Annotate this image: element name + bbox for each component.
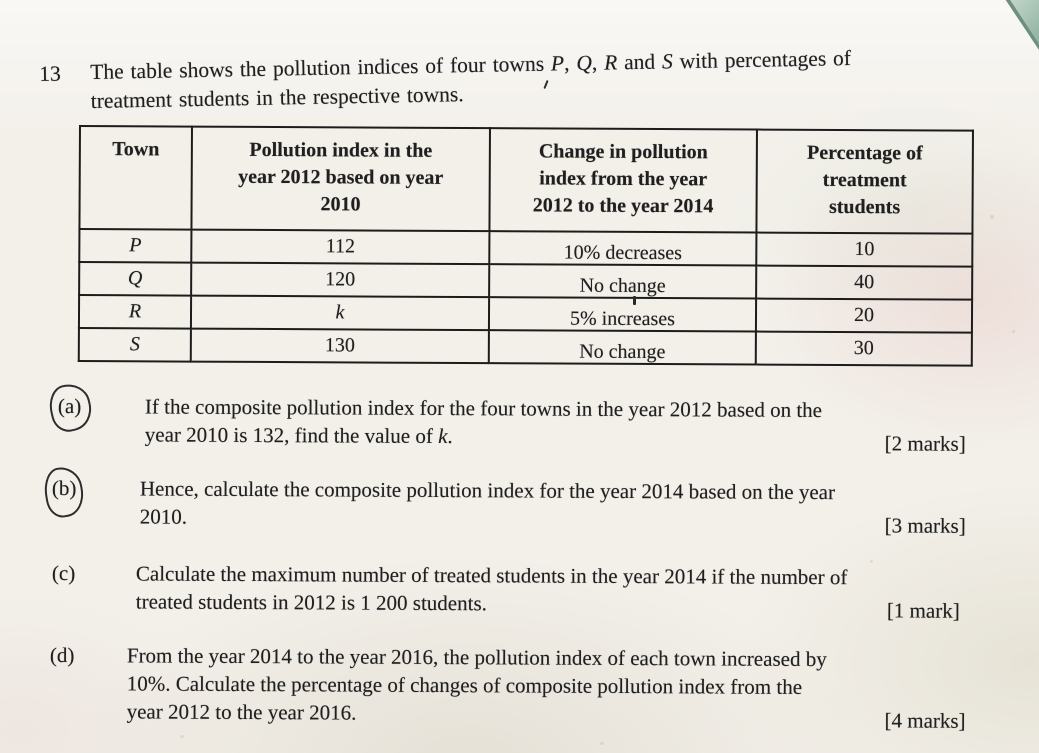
marks-b: [3 marks] [884, 513, 966, 538]
part-text-line: From the year 2014 to the year 2016, the… [126, 643, 827, 672]
scan-speckle [600, 742, 604, 745]
header-line: year 2012 based on year [238, 165, 444, 189]
part-a-text: If the composite pollution index for the… [145, 392, 966, 452]
part-d-label: (d) [50, 641, 75, 669]
pen-tick-mark [633, 296, 636, 305]
town-cell: S [78, 328, 191, 362]
header-change: Change in pollution index from the year … [489, 128, 757, 233]
header-line: Town [112, 138, 160, 161]
header-line: index from the year [539, 167, 708, 191]
header-line: 2012 to the year 2014 [532, 194, 714, 218]
question-intro: 13 The table shows the pollution indices… [39, 42, 971, 116]
pollution-table: Town Pollution index in the year 2012 ba… [78, 125, 974, 367]
change-cell: No change [488, 330, 756, 365]
scan-speckle [870, 560, 873, 563]
header-line: Percentage of [806, 141, 923, 165]
part-text-line: year 2010 is 132, find the value of k. [144, 422, 453, 449]
index-cell: 112 [191, 229, 490, 265]
scan-speckle [180, 735, 184, 738]
part-d-text: From the year 2014 to the year 2016, the… [127, 641, 966, 729]
part-c-label: (c) [52, 559, 75, 587]
marks-d: [4 marks] [884, 708, 966, 733]
part-label-text: (b) [51, 475, 77, 501]
header-line: treatment [822, 168, 907, 192]
part-label-text: (c) [51, 561, 76, 586]
index-cell: 130 [190, 328, 489, 364]
index-cell: 120 [191, 262, 490, 298]
part-text-line: If the composite pollution index for the… [144, 394, 823, 423]
table-row: S 130 No change 30 [78, 328, 972, 366]
change-value: No change [579, 340, 666, 364]
change-value: 10% decreases [563, 241, 683, 265]
percentage-cell: 10 [756, 232, 973, 267]
part-b-label: (b) [40, 464, 87, 520]
percentage-cell: 30 [755, 331, 972, 366]
town-cell: R [78, 295, 192, 329]
header-line: students [828, 195, 901, 219]
change-cell: 5% increases [488, 297, 757, 332]
table-row: P 112 10% decreases 10 [79, 229, 973, 267]
question-part-c: (c) Calculate the maximum number of trea… [52, 559, 960, 623]
change-cell: No change [489, 264, 757, 299]
part-a-label: (a) [44, 379, 96, 436]
part-text-line: 2010. [139, 504, 188, 529]
change-value: 5% increases [569, 307, 676, 331]
marks-a: [2 marks] [884, 431, 966, 456]
part-label-text: (a) [57, 393, 82, 419]
part-label-text: (d) [49, 643, 75, 668]
table-header-row: Town Pollution index in the year 2012 ba… [79, 126, 973, 234]
change-cell: 10% decreases [489, 231, 757, 266]
table-row: R k 5% increases 20 [78, 295, 973, 333]
header-line: Pollution index in the [249, 138, 433, 162]
town-cell: Q [79, 262, 192, 296]
header-line: 2010 [320, 193, 361, 216]
header-town: Town [79, 126, 192, 230]
part-text-line: Hence, calculate the composite pollution… [139, 476, 836, 505]
part-text-line: treated students in 2012 is 1 200 studen… [135, 589, 487, 616]
scan-speckle [1012, 330, 1015, 333]
header-pollution-index: Pollution index in the year 2012 based o… [191, 126, 490, 232]
question-part-d: (d) From the year 2014 to the year 2016,… [50, 641, 966, 733]
header-percentage: Percentage of treatment students [756, 129, 973, 234]
part-b-text: Hence, calculate the composite pollution… [140, 474, 966, 534]
question-part-b: (b) Hence, calculate the composite pollu… [40, 464, 966, 538]
scan-speckle [990, 215, 994, 219]
question-number: 13 [39, 61, 61, 86]
part-text-line: 10%. Calculate the percentage of changes… [126, 671, 803, 699]
town-cell: P [79, 229, 192, 263]
part-text-line: year 2012 to the year 2016. [126, 699, 357, 725]
header-line: Change in pollution [538, 140, 708, 164]
percentage-cell: 40 [756, 265, 973, 300]
index-cell: k [190, 295, 490, 331]
marks-c: [1 mark] [886, 598, 960, 623]
question-part-a: (a) If the composite pollution index for… [44, 379, 966, 456]
change-value: No change [579, 274, 666, 298]
part-c-text: Calculate the maximum number of treated … [136, 559, 960, 619]
percentage-cell: 20 [755, 298, 973, 333]
part-text-line: Calculate the maximum number of treated … [135, 561, 848, 590]
table-row: Q 120 No change 40 [79, 262, 973, 300]
